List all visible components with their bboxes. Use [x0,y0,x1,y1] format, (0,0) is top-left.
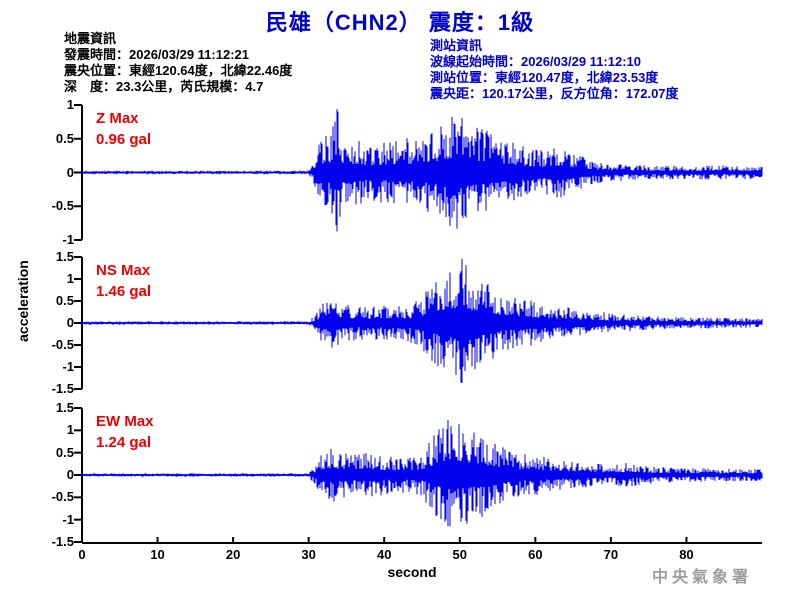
y-tick-label-ew: 1.5 [55,399,74,415]
trace-max-label-ns: NS Max 1.46 gal [96,260,151,302]
trace-max-value: 1.46 gal [96,283,152,300]
trace-ns [81,258,763,383]
y-tick-label-ns: 1.5 [55,249,74,264]
y-tick-label-ew: 1 [66,422,74,438]
x-tick-label: 20 [225,547,241,562]
station-info-line-location: 測站位置：東經120.47度，北緯23.53度 [430,70,659,85]
page-title: 民雄（CHN2） 震度：1級 [265,10,535,35]
station-info-heading: 測站資訊 [430,38,483,53]
station-info-line-distance-azimuth: 震央距：120.17公里，反方位角：172.07度 [430,86,679,101]
trace-ew [81,420,763,527]
y-tick-label-ns: -1.5 [51,381,74,396]
quake-info-heading: 地震資訊 [64,31,117,46]
quake-info-line-origin-time: 發震時間：2026/03/29 11:12:21 [64,47,249,62]
trace-max-name: Z Max [96,110,139,127]
y-tick-label-ew: 0 [66,467,74,482]
x-tick-label: 10 [150,547,165,562]
x-tick-label: 50 [452,547,467,562]
x-tick-label: 80 [679,547,694,562]
quake-info-line-epicenter: 震央位置：東經120.64度，北緯22.46度 [64,63,293,78]
y-tick-label-z: -1 [62,232,74,247]
trace-max-label-ew: EW Max 1.24 gal [96,411,154,453]
station-info-line-start-time: 波線起始時間：2026/03/29 11:12:10 [430,54,641,69]
trace-max-value: 1.24 gal [96,434,152,451]
trace-max-label-z: Z Max 0.96 gal [96,108,151,150]
y-tick-label-ew: -1.5 [51,534,74,549]
y-tick-label-ns: -1 [62,359,74,374]
x-axis-label: second [387,564,437,580]
y-tick-label-ew: -1 [62,511,74,527]
station-info: 測站資訊 波線起始時間：2026/03/29 11:12:10 測站位置：東經1… [430,38,679,102]
x-tick-label: 40 [376,547,392,562]
y-tick-label-z: 1 [66,97,74,112]
y-tick-label-ew: 0.5 [55,444,74,460]
x-tick-label: 0 [78,547,86,562]
agency-watermark: 中央氣象署 [652,569,753,586]
trace-z [81,109,763,232]
x-tick-label: 70 [603,547,619,562]
y-tick-label-ns: 0.5 [55,293,74,308]
trace-max-name: EW Max [96,413,154,430]
y-tick-label-ns: 0 [66,315,74,330]
trace-max-name: NS Max [96,262,151,279]
y-tick-label-z: -0.5 [51,198,74,214]
quake-info-line-depth-magnitude: 深 度：23.3公里，芮氏規模：4.7 [64,79,264,94]
x-tick-label: 60 [528,547,543,562]
y-tick-label-z: 0 [66,164,74,180]
y-tick-label-ns: -0.5 [51,337,74,352]
y-tick-label-ew: -0.5 [51,489,74,505]
y-tick-label-ns: 1 [66,271,74,286]
y-tick-label-z: 0.5 [55,130,74,146]
x-tick-label: 30 [301,547,316,562]
trace-max-value: 0.96 gal [96,131,152,148]
quake-info: 地震資訊 發震時間：2026/03/29 11:12:21 震央位置：東經120… [64,31,292,95]
